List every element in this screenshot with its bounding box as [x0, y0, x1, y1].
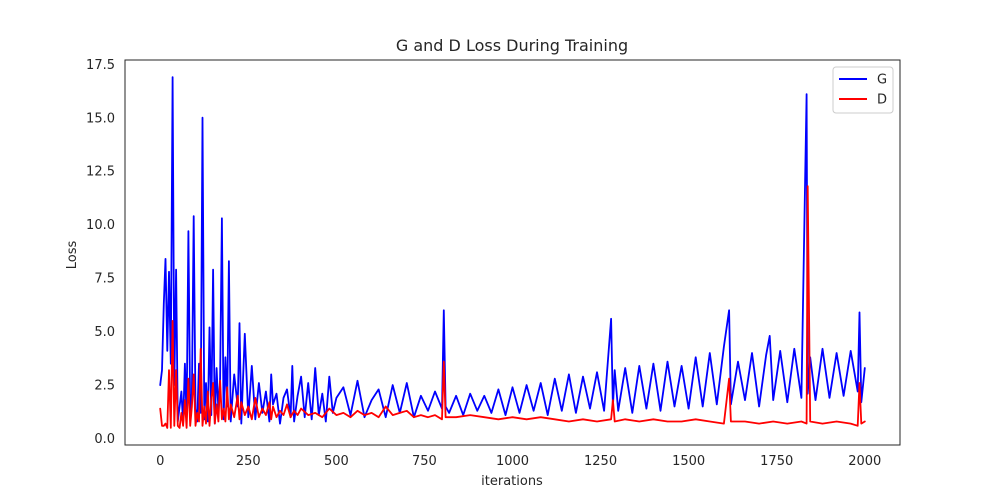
- x-axis-ticks: 0 250 500 750 1000 1250 1500 1750 2000: [156, 454, 881, 469]
- y-tick-label: 7.5: [94, 272, 115, 287]
- y-axis-title: Loss: [65, 241, 80, 270]
- series-line-d: [159, 185, 866, 429]
- x-tick-label: 1750: [760, 454, 793, 469]
- y-tick-label: 15.0: [86, 111, 115, 126]
- x-tick-label: 500: [324, 454, 349, 469]
- y-tick-label: 0.0: [94, 432, 115, 447]
- series-line-g: [159, 76, 866, 425]
- series-layer: [159, 76, 866, 429]
- legend: GD: [832, 66, 894, 114]
- x-tick-label: 2000: [848, 454, 881, 469]
- x-axis-title: iterations: [481, 474, 543, 489]
- x-tick-label: 250: [236, 454, 261, 469]
- axes-frame: [124, 59, 901, 446]
- y-axis-ticks: 0.0 2.5 5.0 7.5 10.0 12.5 15.0 17.5: [86, 58, 115, 447]
- y-tick-label: 12.5: [86, 165, 115, 180]
- y-tick-label: 2.5: [94, 379, 115, 394]
- legend-label-g: G: [877, 73, 887, 88]
- x-tick-label: 1250: [584, 454, 617, 469]
- x-tick-label: 0: [156, 454, 164, 469]
- y-tick-label: 5.0: [94, 325, 115, 340]
- x-tick-label: 750: [412, 454, 437, 469]
- x-tick-label: 1000: [496, 454, 529, 469]
- legend-label-d: D: [877, 93, 887, 108]
- y-tick-label: 10.0: [86, 218, 115, 233]
- x-tick-label: 1500: [672, 454, 705, 469]
- y-tick-label: 17.5: [86, 58, 115, 73]
- chart-title: G and D Loss During Training: [396, 36, 628, 55]
- plot-area: 0 250 500 750 1000 1250 1500 1750 2000 0.0 2.5 5.0…: [86, 58, 901, 469]
